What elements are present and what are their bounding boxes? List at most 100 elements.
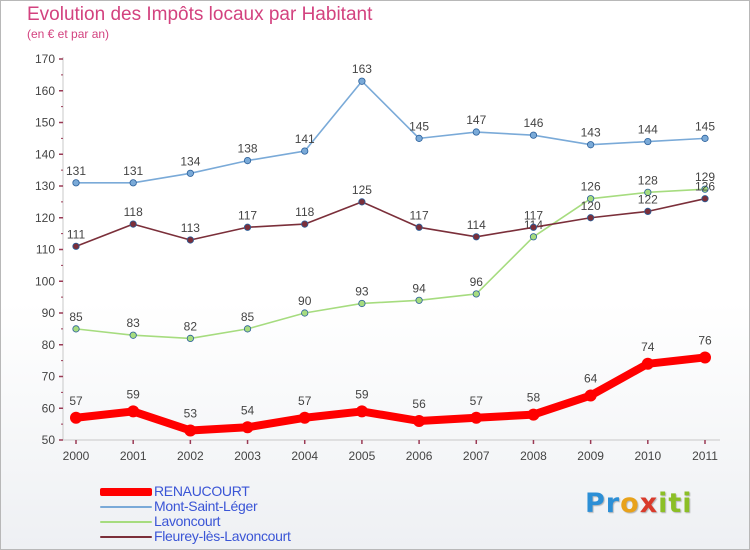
data-point-lavoncourt xyxy=(72,325,80,333)
series-line-fleurey-les-lavoncourt xyxy=(75,197,706,248)
data-label-lavoncourt: 85 xyxy=(241,310,255,324)
chart-subtitle: (en € et par an) xyxy=(27,27,110,41)
data-label-renaucourt: 58 xyxy=(527,391,541,405)
data-label-lavoncourt: 94 xyxy=(412,281,426,295)
x-tick-label: 2003 xyxy=(234,449,261,463)
legend-item: Fleurey-lès-Lavoncourt xyxy=(100,528,340,544)
legend-swatch xyxy=(100,506,152,508)
data-point-mont-saint-leger xyxy=(243,157,252,165)
data-label-fleurey-les-lavoncourt: 122 xyxy=(638,192,658,206)
data-point-renaucourt xyxy=(584,389,597,402)
legend-label: Mont-Saint-Léger xyxy=(154,498,258,514)
y-tick-label: 160 xyxy=(35,84,55,98)
data-point-renaucourt xyxy=(641,357,654,370)
data-point-renaucourt xyxy=(355,405,368,418)
y-tick-label: 120 xyxy=(35,211,55,225)
data-point-lavoncourt xyxy=(701,185,709,193)
data-point-lavoncourt xyxy=(186,334,194,342)
x-tick-label: 2002 xyxy=(177,449,204,463)
logo-letter: o xyxy=(620,488,640,519)
data-label-lavoncourt: 85 xyxy=(69,310,83,324)
data-point-lavoncourt xyxy=(301,309,309,317)
data-point-fleurey-les-lavoncourt xyxy=(587,214,595,222)
legend-label: RENAUCOURT xyxy=(154,483,250,499)
legend-label: Lavoncourt xyxy=(154,513,221,529)
data-label-fleurey-les-lavoncourt: 117 xyxy=(524,208,543,222)
chart-title: Evolution des Impôts locaux par Habitant xyxy=(27,4,373,25)
data-label-mont-saint-leger: 131 xyxy=(123,164,143,178)
data-point-mont-saint-leger xyxy=(587,141,595,149)
x-tick-label: 2004 xyxy=(291,449,318,463)
data-point-renaucourt xyxy=(241,421,254,434)
data-label-lavoncourt: 93 xyxy=(355,284,369,298)
data-label-fleurey-les-lavoncourt: 118 xyxy=(124,205,143,219)
data-point-renaucourt xyxy=(127,405,140,418)
data-point-mont-saint-leger xyxy=(358,77,366,85)
data-point-mont-saint-leger xyxy=(129,179,137,187)
y-tick-label: 100 xyxy=(35,274,55,288)
data-label-lavoncourt: 82 xyxy=(184,319,198,333)
x-tick-label: 2009 xyxy=(577,449,604,463)
data-label-renaucourt: 64 xyxy=(584,372,598,386)
data-label-lavoncourt: 129 xyxy=(695,170,715,184)
y-tick-label: 60 xyxy=(42,401,56,415)
data-label-mont-saint-leger: 134 xyxy=(180,154,200,168)
data-point-lavoncourt xyxy=(415,296,423,304)
data-point-renaucourt xyxy=(470,411,483,424)
data-point-mont-saint-leger xyxy=(644,137,652,146)
x-tick-label: 2005 xyxy=(349,449,376,463)
series-line-mont-saint-leger xyxy=(75,80,706,184)
data-point-mont-saint-leger xyxy=(301,147,309,155)
data-point-fleurey-les-lavoncourt xyxy=(415,223,423,231)
data-label-lavoncourt: 128 xyxy=(638,173,658,187)
data-label-fleurey-les-lavoncourt: 120 xyxy=(581,199,601,213)
data-point-lavoncourt xyxy=(358,299,366,308)
data-point-renaucourt xyxy=(413,414,426,427)
data-point-fleurey-les-lavoncourt xyxy=(644,207,652,215)
data-label-fleurey-les-lavoncourt: 113 xyxy=(181,221,200,235)
data-label-mont-saint-leger: 141 xyxy=(295,132,315,146)
data-point-fleurey-les-lavoncourt xyxy=(701,195,709,203)
y-tick-label: 70 xyxy=(42,370,56,384)
data-label-fleurey-les-lavoncourt: 114 xyxy=(467,218,486,232)
data-label-mont-saint-leger: 138 xyxy=(238,142,258,156)
legend-label: Fleurey-lès-Lavoncourt xyxy=(154,528,291,544)
data-label-renaucourt: 74 xyxy=(641,340,655,354)
legend-item: Mont-Saint-Léger xyxy=(100,498,340,514)
legend-item: Lavoncourt xyxy=(100,513,340,529)
data-label-renaucourt: 54 xyxy=(241,403,255,417)
logo-letter: i xyxy=(682,488,693,519)
data-point-lavoncourt xyxy=(472,290,480,298)
data-label-lavoncourt: 83 xyxy=(127,316,141,330)
data-point-lavoncourt xyxy=(644,188,652,196)
data-label-renaucourt: 76 xyxy=(698,333,712,347)
data-point-mont-saint-leger xyxy=(701,134,709,142)
legend-item: RENAUCOURT xyxy=(100,483,340,499)
data-point-fleurey-les-lavoncourt xyxy=(358,198,366,206)
data-point-mont-saint-leger xyxy=(529,131,538,139)
x-tick-label: 2008 xyxy=(520,449,547,463)
data-label-renaucourt: 57 xyxy=(298,394,312,408)
y-tick-label: 110 xyxy=(36,243,55,257)
data-label-renaucourt: 59 xyxy=(355,387,369,401)
data-point-mont-saint-leger xyxy=(72,179,80,187)
legend-swatch xyxy=(100,521,152,523)
data-label-fleurey-les-lavoncourt: 118 xyxy=(295,205,314,219)
data-label-lavoncourt: 96 xyxy=(470,275,484,289)
data-label-renaucourt: 57 xyxy=(69,394,83,408)
proxiti-logo: Proxiti xyxy=(585,488,693,519)
y-tick-label: 140 xyxy=(35,147,55,161)
y-tick-label: 150 xyxy=(35,116,55,130)
data-point-renaucourt xyxy=(70,411,82,424)
x-tick-label: 2001 xyxy=(120,449,147,463)
data-point-lavoncourt xyxy=(587,195,595,203)
series-line-renaucourt xyxy=(72,353,709,435)
logo-letter: i xyxy=(658,488,669,519)
data-point-renaucourt xyxy=(527,408,540,421)
data-point-renaucourt xyxy=(298,411,311,424)
x-tick-label: 2011 xyxy=(692,449,718,463)
data-label-mont-saint-leger: 131 xyxy=(66,164,86,178)
data-point-fleurey-les-lavoncourt xyxy=(72,242,80,250)
